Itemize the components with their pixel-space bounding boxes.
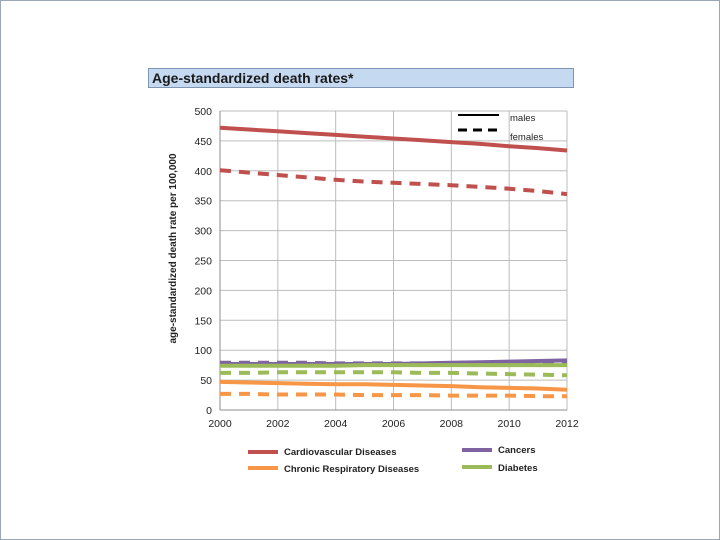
legend-cardiovascular-diseases-label: Cardiovascular Diseases [284, 447, 396, 458]
y-tick-label: 400 [194, 166, 212, 178]
series-cardiovascular-diseases-males [219, 125, 568, 153]
axes: 0 50 100 150 200 250 300 350 400 450 500 2000 2002 20… [168, 106, 579, 430]
x-tick-label: 2010 [497, 418, 521, 430]
x-tick-label: 2002 [266, 418, 290, 430]
legend-chronic-respiratory-diseases-label: Chronic Respiratory Diseases [284, 464, 419, 475]
legend-females-label: females [510, 132, 544, 143]
y-tick-label: 300 [194, 226, 212, 238]
series-cardiovascular-diseases-females [219, 168, 568, 197]
legend-males-label: males [510, 113, 536, 124]
y-tick-label: 50 [200, 375, 212, 387]
legend: males females Cardiovascular Diseases Cance… [248, 113, 544, 475]
x-tick-label: 2004 [324, 418, 348, 430]
series-chronic-respiratory-diseases-females [220, 391, 567, 399]
y-tick-label: 200 [194, 285, 212, 297]
y-tick-label: 250 [194, 256, 212, 268]
x-tick-label: 2006 [382, 418, 406, 430]
y-tick-label: 350 [194, 196, 212, 208]
x-tick-label: 2012 [555, 418, 579, 430]
y-axis-label: age-standardized death rate per 100,000 [168, 153, 179, 344]
legend-cancers-label: Cancers [498, 445, 536, 456]
series-chronic-respiratory-diseases-males [219, 379, 568, 392]
chart-title-box: Age-standardized death rates* [148, 68, 574, 88]
y-tick-label: 100 [194, 345, 212, 357]
y-tick-label: 0 [206, 405, 212, 417]
series-diabetes-males [220, 363, 567, 368]
x-tick-label: 2008 [440, 418, 464, 430]
legend-diabetes-label: Diabetes [498, 463, 538, 474]
chart-title: Age-standardized death rates* [152, 70, 354, 86]
x-tick-label: 2000 [208, 418, 232, 430]
y-tick-label: 150 [194, 315, 212, 327]
series-diabetes-females [220, 370, 568, 378]
series-lines [219, 125, 568, 399]
y-tick-label: 450 [194, 136, 212, 148]
y-tick-label: 500 [194, 106, 212, 118]
